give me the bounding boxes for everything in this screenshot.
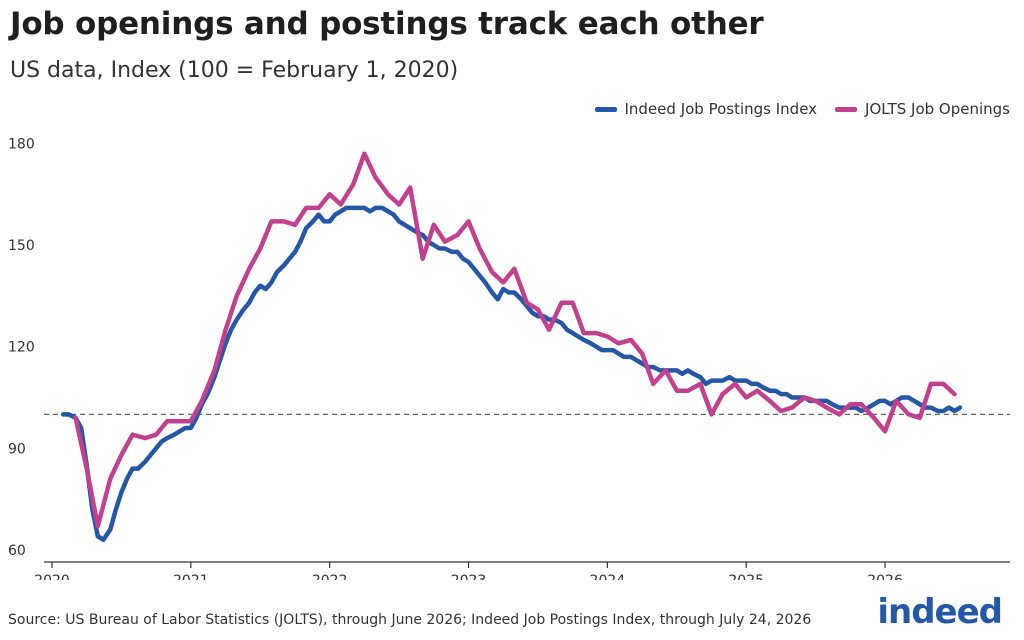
x-tick-label: 2023 [451,573,487,580]
legend-swatch-jolts [835,106,858,112]
chart-subtitle: US data, Index (100 = February 1, 2020) [10,58,459,83]
x-tick-label: 2022 [312,573,348,580]
legend-item-jolts: JOLTS Job Openings [835,100,1010,118]
x-tick-label: 2020 [34,573,70,580]
y-tick-label: 120 [8,340,35,356]
y-tick-label: 180 [8,137,35,153]
legend-label-indeed: Indeed Job Postings Index [624,100,818,118]
series-line-jolts [73,151,957,529]
x-tick-label: 2025 [728,573,764,580]
legend-item-indeed: Indeed Job Postings Index [594,100,818,118]
chart-title: Job openings and postings track each oth… [10,6,764,42]
indeed-logo: indeed [877,592,1003,632]
x-tick-label: 2021 [173,573,209,580]
y-tick-label: 60 [8,543,26,559]
x-tick-label: 2026 [867,573,903,580]
series-line-indeed [60,205,963,542]
legend-label-jolts: JOLTS Job Openings [865,100,1010,118]
x-axis: 2020 2021 2022 2023 2024 2025 2026 [34,561,1010,580]
y-tick-label: 150 [8,238,35,254]
legend: Indeed Job Postings Index JOLTS Job Open… [577,100,1010,118]
y-tick-label: 90 [8,441,26,457]
x-tick-label: 2024 [590,573,626,580]
y-axis: 60 90 120 150 180 [8,137,35,559]
series-lines [60,151,963,542]
source-note: Source: US Bureau of Labor Statistics (J… [8,612,812,628]
legend-swatch-indeed [594,106,617,112]
